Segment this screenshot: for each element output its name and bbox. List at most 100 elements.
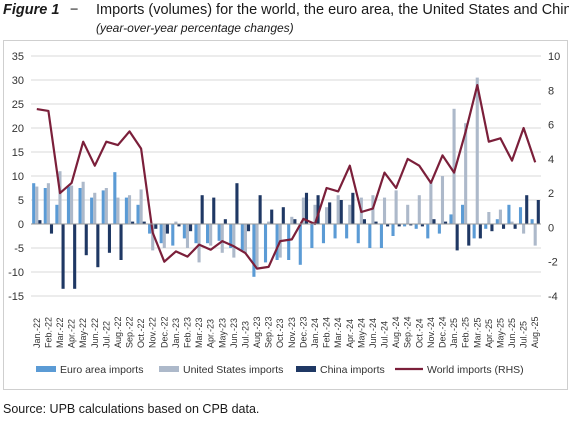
bar-united-states <box>325 207 329 224</box>
bar-united-states <box>452 108 456 224</box>
y-tick-left: 35 <box>12 51 24 63</box>
bar-united-states <box>429 180 433 224</box>
bar-united-states <box>267 221 271 224</box>
bar-euro-area <box>90 197 94 224</box>
bar-united-states <box>232 224 236 258</box>
legend-euro-area-label: Euro area imports <box>60 364 143 376</box>
bar-china <box>142 221 146 224</box>
x-tick-label: Feb.-25 <box>461 317 471 348</box>
legend-world-label: World imports (RHS) <box>427 364 524 376</box>
x-tick-label: Jan.-25 <box>449 318 459 348</box>
line-world-imports <box>36 83 537 270</box>
bar-united-states <box>406 204 410 224</box>
x-tick-label: Jul.-25 <box>519 321 529 348</box>
bar-china <box>293 219 297 224</box>
bar-china <box>165 224 169 234</box>
bar-china <box>270 209 274 224</box>
y-tick-left: -10 <box>8 267 24 279</box>
bar-euro-area <box>78 188 82 224</box>
bar-euro-area <box>113 172 117 224</box>
bar-euro-area <box>379 224 383 248</box>
bar-euro-area <box>55 204 59 224</box>
x-tick-label: Feb.-24 <box>322 317 332 348</box>
bar-united-states <box>46 183 50 224</box>
x-tick-label: May-22 <box>78 318 88 348</box>
bar-china <box>525 195 529 224</box>
y-tick-left: 15 <box>12 147 24 159</box>
y-tick-right: 0 <box>548 222 554 234</box>
x-tick-label: Mar.-22 <box>55 317 65 348</box>
bar-euro-area <box>32 183 36 224</box>
x-tick-label: Mar.-23 <box>194 317 204 348</box>
bar-china <box>501 224 506 229</box>
x-tick-label: May-25 <box>495 318 505 348</box>
bar-china <box>61 224 65 289</box>
x-tick-label: Dec.-22 <box>159 316 169 348</box>
bar-china <box>444 221 448 224</box>
bar-china <box>84 224 88 256</box>
x-tick-label: Oct.-22 <box>136 318 146 348</box>
bar-china <box>536 200 540 224</box>
bar-china <box>304 192 309 224</box>
bar-united-states <box>440 176 445 224</box>
x-tick-label: Aug.-22 <box>113 316 123 348</box>
bar-euro-area <box>287 224 291 260</box>
bar-euro-area <box>101 190 105 224</box>
bar-euro-area <box>263 224 268 263</box>
x-tick-label: Mar.-25 <box>472 317 482 348</box>
y-tick-left: 0 <box>18 219 24 231</box>
y-tick-right: -2 <box>548 257 558 269</box>
bar-china <box>316 195 320 224</box>
legend-united-states-label: United States imports <box>183 364 283 376</box>
bar-euro-area <box>356 224 360 244</box>
bar-china <box>154 224 158 229</box>
bar-china <box>351 192 355 224</box>
x-tick-label: Feb.-23 <box>182 317 192 348</box>
bar-united-states <box>162 224 166 248</box>
legend-euro-area-swatch <box>36 366 56 372</box>
x-tick-label: Jul.-23 <box>240 321 250 348</box>
bar-united-states <box>533 224 537 246</box>
bar-china <box>455 224 459 251</box>
bar-united-states <box>81 181 85 224</box>
chart-frame <box>3 40 568 390</box>
x-tick-label: May-24 <box>356 318 366 348</box>
bar-euro-area <box>310 224 314 248</box>
bar-united-states <box>382 197 387 224</box>
bar-united-states <box>348 204 352 224</box>
bar-united-states <box>243 224 247 253</box>
bar-china <box>119 224 123 260</box>
bar-united-states <box>510 221 514 224</box>
figure-dash: − <box>70 2 79 18</box>
bar-united-states <box>487 212 491 224</box>
x-tick-label: May-23 <box>217 318 227 348</box>
bar-euro-area <box>368 224 372 248</box>
bar-united-states <box>116 197 120 224</box>
chart-svg: -15 -10 -5 0 5 10 15 20 25 30 35 -4 -2 0 2 4 6 8 10 Jan.-22… <box>8 51 560 376</box>
x-tick-label: Jun.-24 <box>368 318 378 348</box>
bar-china <box>328 202 332 224</box>
source-note: Source: UPB calculations based on CPB da… <box>3 402 260 416</box>
bar-china <box>467 224 471 246</box>
bar-united-states <box>139 189 143 224</box>
bar-united-states <box>417 195 421 224</box>
legend-china-swatch <box>296 366 316 372</box>
bar-euro-area <box>403 224 407 227</box>
y-tick-right: -4 <box>548 291 558 303</box>
x-tick-label: Jan.-22 <box>32 318 42 348</box>
bar-china <box>362 219 366 224</box>
bar-united-states <box>475 77 479 224</box>
x-tick-label: Oct.-23 <box>275 318 285 348</box>
bar-euro-area <box>449 214 453 224</box>
bar-united-states <box>301 197 305 224</box>
x-tick-label: Aug.-24 <box>391 316 401 348</box>
bar-euro-area <box>437 224 441 234</box>
bar-euro-area <box>507 204 511 224</box>
bar-euro-area <box>171 224 175 246</box>
bar-united-states <box>464 123 468 224</box>
bar-china <box>420 224 424 227</box>
bar-euro-area <box>275 224 279 260</box>
legend-united-states-swatch <box>159 366 179 372</box>
bar-united-states <box>127 195 132 224</box>
bar-china <box>374 221 378 224</box>
